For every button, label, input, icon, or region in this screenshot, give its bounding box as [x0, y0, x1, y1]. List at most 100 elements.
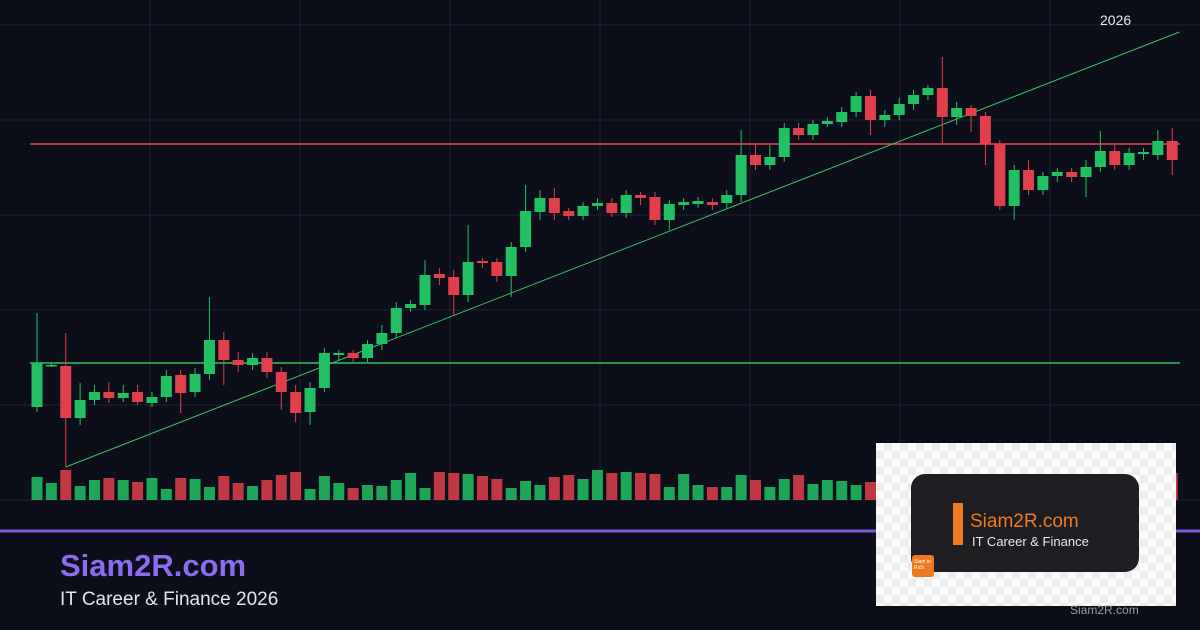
volume-bar [31, 477, 43, 500]
candle-body [462, 262, 474, 295]
candle-body [936, 88, 948, 117]
volume-bar [620, 472, 632, 500]
volume-bar [448, 473, 460, 500]
candle-body [821, 121, 833, 124]
volume-bar [735, 475, 747, 500]
candle-body [117, 393, 129, 398]
volume-bar [318, 476, 330, 500]
candle-body [864, 96, 876, 120]
volume-bar [433, 472, 445, 500]
candle-body [591, 203, 603, 206]
volume-bar [505, 488, 517, 500]
volume-bar [577, 479, 589, 500]
volume-bar [606, 473, 618, 500]
candle-body [807, 124, 819, 135]
volume-bar [663, 487, 675, 500]
volume-bar [376, 486, 388, 500]
logo-subtitle: IT Career & Finance [972, 534, 1089, 549]
candle-body [1166, 141, 1178, 160]
candle-body [1137, 152, 1149, 154]
volume-bar [189, 479, 201, 500]
candle-body [577, 206, 589, 216]
candle-body [103, 392, 115, 398]
volume-bar [146, 478, 158, 500]
candle-body [476, 261, 488, 263]
volume-bar [692, 485, 704, 500]
candle-body [1008, 170, 1020, 206]
candle-body [750, 155, 761, 165]
candle-body [735, 155, 747, 195]
candle-body [922, 88, 934, 95]
candle-body [405, 304, 417, 308]
candle-body [1109, 151, 1121, 165]
logo-panel: Siam2R.com IT Career & Finance Siam to R… [876, 443, 1176, 606]
candle-body [649, 197, 661, 220]
volume-bar [476, 476, 488, 500]
candle-body [74, 400, 86, 418]
candle-body [836, 112, 848, 122]
candle-body [850, 96, 862, 112]
candle-body [1066, 172, 1078, 177]
candle-body [994, 144, 1006, 206]
volume-bar [864, 482, 876, 500]
candle-body [175, 375, 187, 393]
volume-bar [405, 473, 417, 500]
candle-body [290, 392, 302, 413]
candle-body [635, 195, 647, 198]
volume-bar [333, 483, 345, 500]
volume-bar [74, 486, 86, 500]
logo-icon: Siam to Rich [912, 555, 934, 577]
candle-body [203, 340, 215, 374]
volume-bar [290, 472, 302, 500]
volume-bar [390, 480, 402, 500]
volume-bar [778, 479, 790, 500]
candle-body [793, 128, 805, 135]
volume-bar [807, 484, 819, 500]
candle-body [491, 262, 503, 276]
volume-bar [764, 487, 776, 500]
volume-bar [678, 474, 690, 500]
candle-body [275, 372, 287, 392]
candle-body [764, 157, 776, 165]
volume-bar [793, 475, 805, 500]
candle-body [448, 277, 460, 295]
volume-bar [548, 477, 560, 500]
brand-subtitle: IT Career & Finance 2026 [60, 589, 279, 610]
volume-bar [362, 485, 374, 500]
volume-bar [821, 480, 833, 500]
volume-bar [60, 470, 72, 500]
volume-bar [419, 488, 431, 500]
candle-body [333, 353, 345, 355]
candle-body [304, 388, 316, 412]
candle-body [232, 360, 244, 365]
candle-body [721, 195, 733, 203]
volume-bar [218, 476, 230, 500]
volume-bar [275, 475, 287, 500]
candle-body [606, 203, 618, 213]
volume-bar [45, 483, 57, 500]
candle-body [893, 104, 905, 115]
logo-title: Siam2R.com [970, 511, 1079, 532]
brand-title: Siam2R.com [60, 548, 247, 583]
candle-body [520, 211, 532, 247]
volume-bar [520, 481, 532, 500]
candle-body [318, 353, 330, 388]
candle-body [678, 202, 690, 205]
candle-body [951, 108, 963, 117]
candle-body [778, 128, 790, 157]
candle-body [60, 366, 72, 418]
volume-bar [117, 480, 129, 500]
candle-body [908, 95, 920, 104]
candle-body [347, 353, 359, 358]
candle-body [31, 363, 43, 407]
logo: Siam2R.com IT Career & Finance Siam to R… [911, 474, 1139, 577]
candle-body [965, 108, 977, 116]
x-label: 2026 [1100, 12, 1131, 28]
candle-body [376, 333, 388, 344]
candle-body [505, 247, 517, 276]
candle-body [706, 202, 718, 205]
volume-bar [534, 485, 546, 500]
volume-bar [462, 474, 474, 500]
candle-body [88, 392, 100, 400]
candle-body [692, 201, 704, 204]
